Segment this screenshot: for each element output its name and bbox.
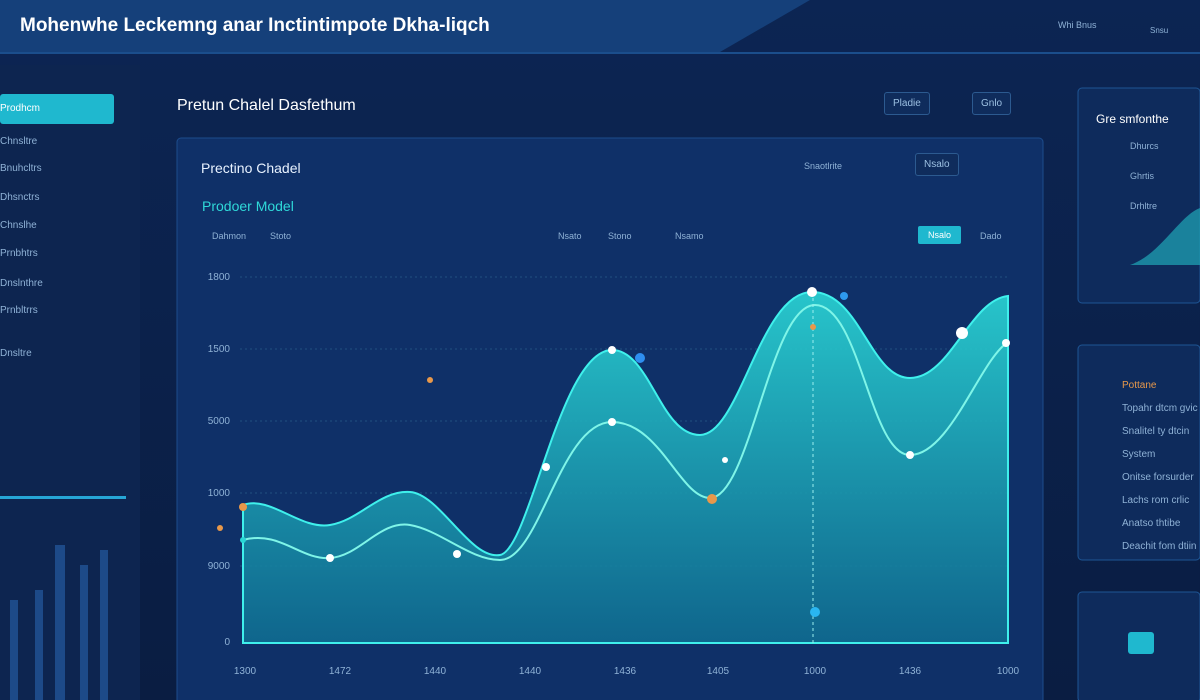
nav-item[interactable]: Bnuhcltrs: [0, 163, 42, 174]
x-tick-label: 1000: [996, 666, 1020, 677]
bottom-btn: [1128, 632, 1154, 654]
legend-item: Stono: [608, 231, 632, 241]
x-tick-label: 1440: [423, 666, 447, 677]
y-tick-label: 0: [224, 637, 230, 648]
legend-item: Stoto: [270, 231, 292, 241]
x-tick-label: 1300: [233, 666, 257, 677]
user[interactable]: Snsu: [1150, 26, 1169, 35]
x-tick-label: 1440: [518, 666, 542, 677]
nav-item[interactable]: Dhsnctrs: [0, 192, 40, 203]
sidebar-bg: [0, 65, 140, 700]
y-tick-label: 1000: [207, 488, 230, 499]
y-tick-label: 5000: [207, 416, 230, 427]
header-rule: [0, 52, 1200, 54]
nav-item[interactable]: Dnsltre: [0, 348, 32, 359]
page-title: Pretun Chalel Dasfethum: [177, 97, 356, 114]
header-band: [0, 0, 810, 52]
points: [326, 287, 1010, 562]
area-curve: [242, 290, 1009, 644]
nav-item[interactable]: Prodhcm: [0, 103, 41, 114]
list-item: Topahr dtcm gvic: [1122, 403, 1198, 414]
nav-item[interactable]: Chnslhe: [0, 220, 37, 231]
list-item: Snalitel ty dtcin: [1122, 426, 1190, 437]
button[interactable]: Gnlo: [972, 92, 1012, 115]
header-action[interactable]: Whi Bnus: [1058, 20, 1097, 30]
tool-button[interactable]: Nsalo: [915, 153, 959, 176]
panel-item: Ghrtis: [1130, 171, 1155, 181]
mini-area: [1130, 208, 1200, 265]
panel-item: Drhltre: [1130, 201, 1158, 211]
legend-item: Nsato: [558, 231, 582, 241]
list-item: Lachs rom crlic: [1122, 495, 1190, 506]
card-subtitle: Prodoer Model: [202, 198, 294, 214]
x-tick-label: 1405: [706, 666, 730, 677]
legend-item: Nsamo: [675, 231, 704, 241]
filter-active[interactable]: Nsalo: [918, 226, 962, 244]
nav-item[interactable]: Prnbhtrs: [0, 248, 38, 259]
nav-item[interactable]: Dnslnthre: [0, 278, 43, 289]
right-list-bg: [1077, 344, 1200, 561]
x-tick-label: 1000: [803, 666, 827, 677]
list-item: System: [1122, 449, 1156, 460]
sidebar-active: [0, 94, 114, 124]
list-item: Pottane: [1122, 380, 1157, 391]
y-tick-label: 1800: [207, 272, 230, 283]
y-tick-label: 9000: [207, 561, 230, 572]
panel-title: Gre smfonthe: [1096, 112, 1169, 126]
list-item: Deachit fom dtiin: [1122, 541, 1197, 552]
legend-item: Dahmon: [212, 231, 247, 241]
panel-item: Dhurcs: [1130, 141, 1159, 151]
button[interactable]: Pladie: [884, 92, 930, 115]
nav-item[interactable]: Prnbltrrs: [0, 305, 38, 316]
x-tick-label: 1436: [613, 666, 637, 677]
x-tick-label: 1436: [898, 666, 922, 677]
tool[interactable]: Snaotlrite: [804, 161, 843, 171]
nav-item[interactable]: Chnsltre: [0, 136, 38, 147]
line-curve: [242, 303, 1009, 562]
filter[interactable]: Dado: [980, 231, 1002, 241]
app-title: Mohenwhe Leckemng anar Inctintimpote Dkh…: [20, 15, 490, 36]
x-tick-label: 1472: [328, 666, 352, 677]
sidebar-rule: [0, 496, 126, 499]
card-title: Prectino Chadel: [201, 160, 301, 176]
y-tick-label: 1500: [207, 344, 230, 355]
list-item: Anatso thtibe: [1122, 518, 1181, 529]
list-item: Onitse forsurder: [1122, 472, 1194, 483]
sidebar-bars: [10, 545, 108, 700]
scatter-dots: [217, 292, 848, 617]
